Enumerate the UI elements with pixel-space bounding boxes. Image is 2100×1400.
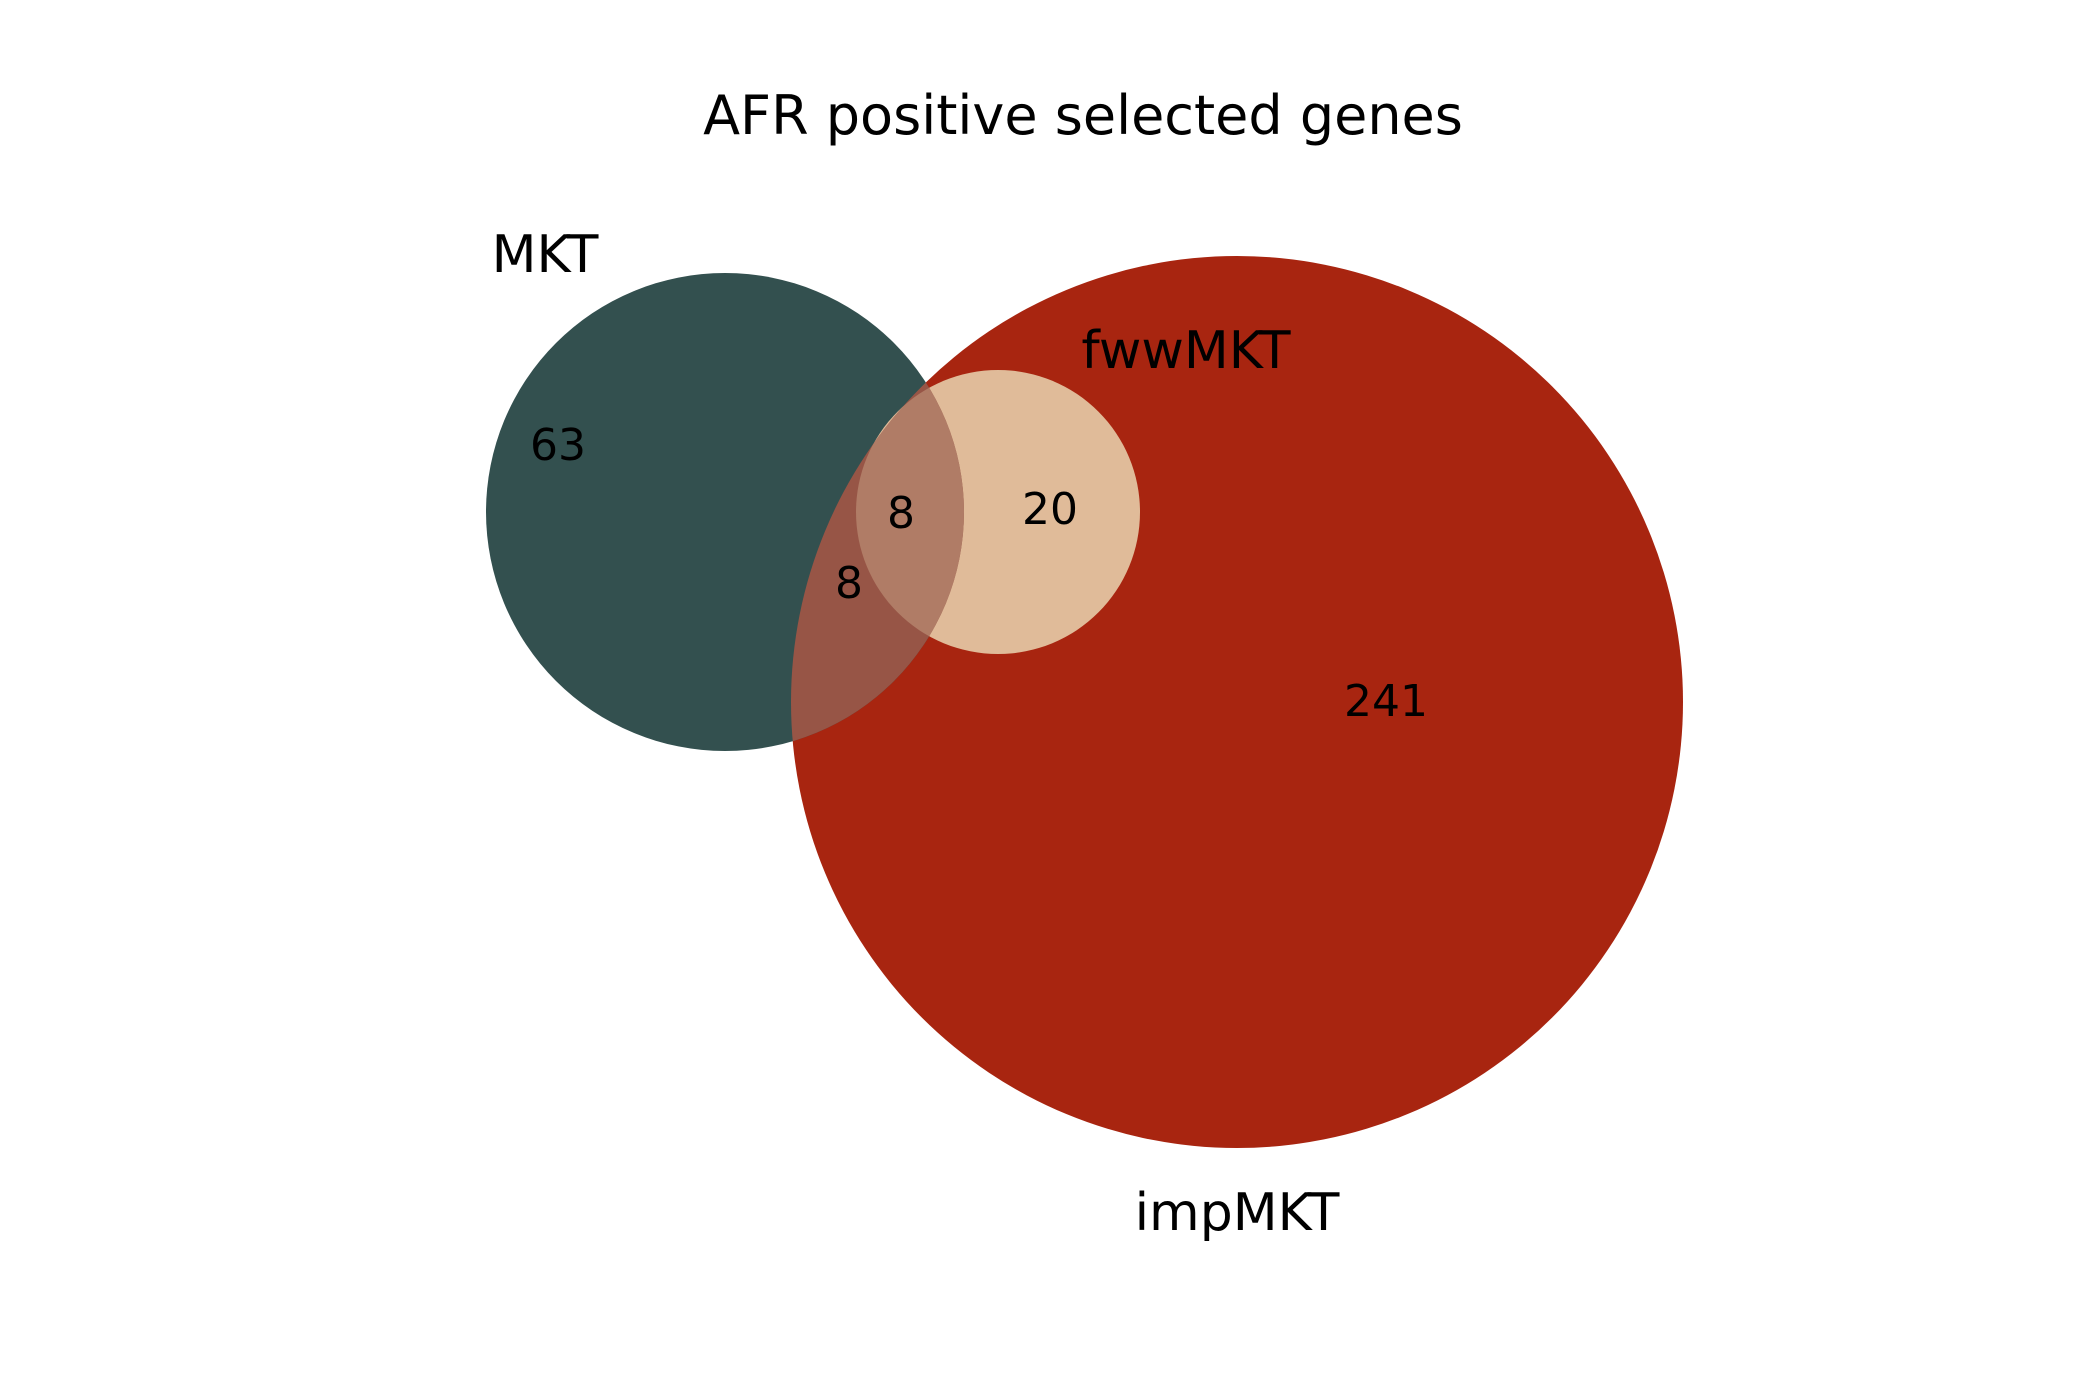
- count-mkt-fwwmkt-impmkt: 8: [887, 488, 915, 539]
- diagram-title: AFR positive selected genes: [703, 84, 1463, 147]
- count-fwwmkt-impmkt: 20: [1022, 484, 1078, 535]
- count-mkt-only: 63: [530, 420, 586, 471]
- set-label-impmkt: impMKT: [1135, 1183, 1340, 1243]
- count-mkt-impmkt: 8: [835, 558, 863, 609]
- region-mkt-fwwmkt-impmkt: [856, 370, 964, 654]
- count-impmkt-only: 241: [1344, 676, 1428, 727]
- set-label-fwwmkt: fwwMKT: [1081, 321, 1290, 381]
- set-label-mkt: MKT: [492, 225, 599, 285]
